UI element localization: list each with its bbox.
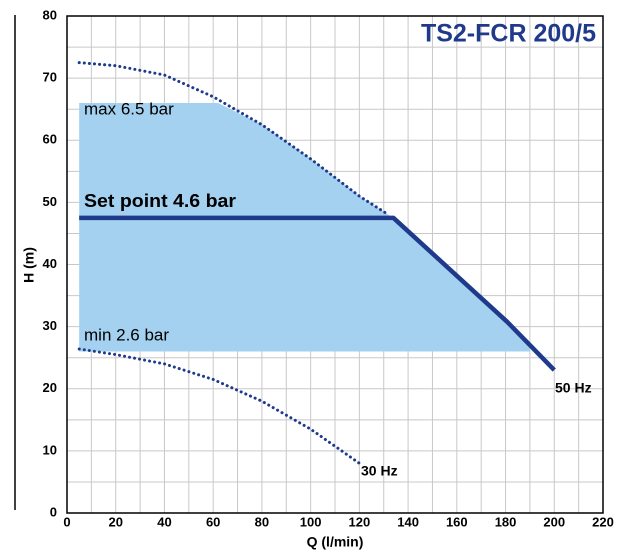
chart-title: TS2-FCR 200/5 xyxy=(421,20,596,48)
x-tick-label: 180 xyxy=(495,514,517,529)
curve xyxy=(79,215,556,372)
curve xyxy=(77,347,361,465)
plot-frame xyxy=(66,15,604,514)
x-tick-label: 0 xyxy=(63,514,70,529)
x-tick-label: 220 xyxy=(592,514,614,529)
y-tick-label: 50 xyxy=(43,194,57,209)
x-tick-label: 120 xyxy=(349,514,371,529)
y-tick-label: 0 xyxy=(50,504,57,519)
y-tick-label: 70 xyxy=(43,70,57,85)
annotation: max 6.5 bar xyxy=(84,99,174,118)
x-axis-label: Q (l/min) xyxy=(307,534,364,550)
x-tick-label: 200 xyxy=(543,514,565,529)
y-tick-label: 10 xyxy=(43,442,57,457)
annotation: Set point 4.6 bar xyxy=(84,191,236,211)
y-axis-label: H (m) xyxy=(21,247,37,283)
annotation: min 2.6 bar xyxy=(84,325,169,344)
annotation: 30 Hz xyxy=(361,463,398,479)
y-tick-label: 40 xyxy=(43,256,57,271)
x-tick-label: 80 xyxy=(255,514,269,529)
x-tick-label: 100 xyxy=(300,514,322,529)
y-tick-label: 80 xyxy=(43,7,57,22)
x-tick-label: 60 xyxy=(206,514,220,529)
x-tick-label: 140 xyxy=(397,514,419,529)
x-tick-label: 20 xyxy=(108,514,122,529)
x-tick-label: 40 xyxy=(157,514,171,529)
y-tick-label: 20 xyxy=(43,380,57,395)
curve xyxy=(77,61,391,217)
y-tick-label: 30 xyxy=(43,318,57,333)
y-tick-label: 60 xyxy=(43,132,57,147)
operating-area xyxy=(79,102,530,352)
annotation: 50 Hz xyxy=(555,380,592,396)
x-tick-label: 160 xyxy=(446,514,468,529)
